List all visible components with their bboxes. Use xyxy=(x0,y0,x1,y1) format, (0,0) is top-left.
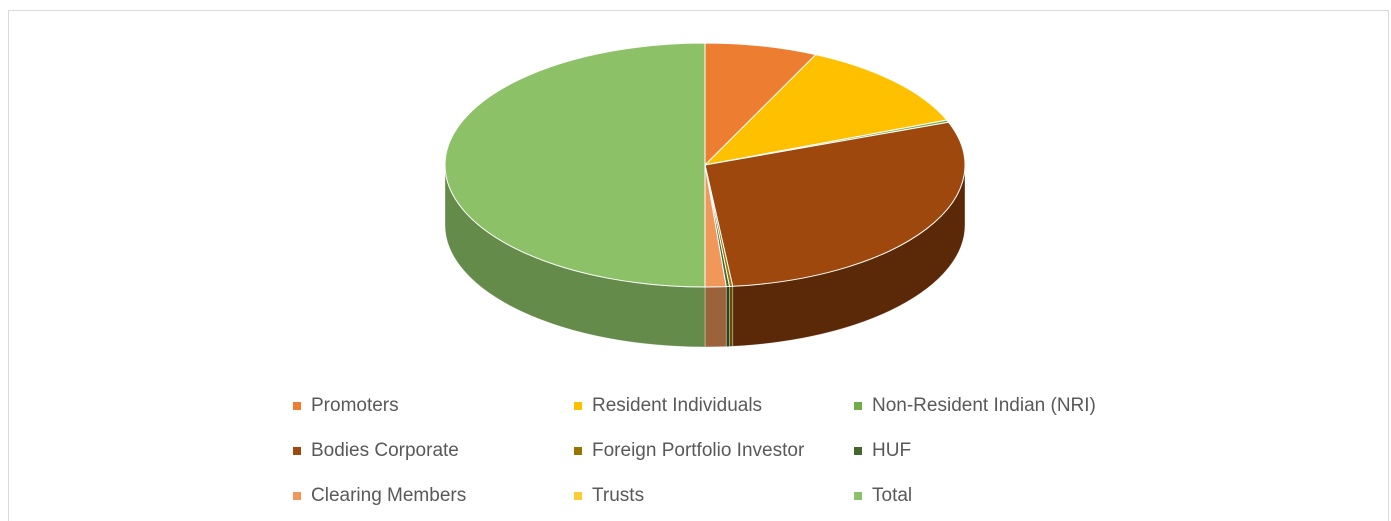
legend-label: Total xyxy=(872,485,912,506)
legend-label: Bodies Corporate xyxy=(311,440,459,461)
legend-label: Resident Individuals xyxy=(592,395,762,416)
legend-swatch xyxy=(293,492,301,500)
legend-label: Non-Resident Indian (NRI) xyxy=(872,395,1096,416)
legend-swatch xyxy=(574,402,582,410)
legend-label: Promoters xyxy=(311,395,399,416)
chart-frame xyxy=(8,10,1389,521)
legend: Promoters Resident Individuals Non-Residen… xyxy=(293,395,1096,506)
pie-slice xyxy=(704,42,817,167)
pie-sides xyxy=(444,164,966,348)
legend-swatch xyxy=(293,447,301,455)
slice-side xyxy=(729,285,734,347)
pie-slice xyxy=(444,42,706,288)
legend-swatch xyxy=(574,492,582,500)
legend-swatch xyxy=(854,492,862,500)
legend-label: HUF xyxy=(872,440,911,461)
legend-swatch xyxy=(574,447,582,455)
legend-label: Foreign Portfolio Investor xyxy=(592,440,805,461)
slice-side xyxy=(725,286,730,347)
pie-tops xyxy=(444,42,966,288)
legend-swatch xyxy=(854,447,862,455)
legend-swatch xyxy=(854,402,862,410)
pie-slice xyxy=(704,121,966,287)
legend-swatch xyxy=(293,402,301,410)
legend-label: Clearing Members xyxy=(311,485,466,506)
slice-side xyxy=(704,286,727,348)
pie-slice xyxy=(703,54,948,166)
legend-label: Trusts xyxy=(592,485,644,506)
